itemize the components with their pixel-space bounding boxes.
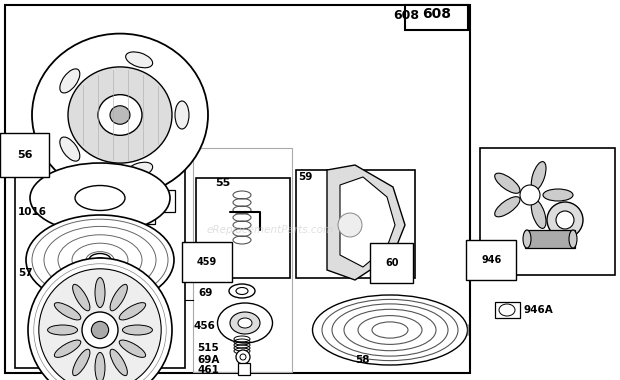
Ellipse shape [229, 284, 255, 298]
Circle shape [547, 202, 583, 238]
Polygon shape [340, 177, 395, 267]
Ellipse shape [60, 137, 80, 161]
Bar [193, 148, 292, 372]
Ellipse shape [531, 162, 546, 190]
Ellipse shape [89, 253, 111, 266]
Circle shape [39, 269, 161, 380]
Ellipse shape [98, 95, 142, 135]
Text: 69: 69 [198, 288, 213, 298]
Bar [525, 230, 575, 248]
Bar [196, 178, 290, 278]
Ellipse shape [218, 303, 273, 343]
Circle shape [236, 350, 250, 364]
Circle shape [338, 213, 362, 237]
Text: 608: 608 [393, 9, 419, 22]
Ellipse shape [312, 295, 467, 365]
Ellipse shape [55, 340, 81, 357]
Text: 461: 461 [197, 365, 219, 375]
Ellipse shape [175, 101, 189, 129]
Bar [296, 170, 415, 278]
Ellipse shape [495, 197, 520, 217]
Ellipse shape [531, 200, 546, 228]
Bar [15, 148, 185, 368]
Bar [85, 196, 155, 224]
Text: 55: 55 [215, 178, 230, 188]
Circle shape [240, 354, 246, 360]
Circle shape [28, 258, 172, 380]
Text: 456: 456 [194, 321, 216, 331]
Bar [150, 190, 175, 212]
Ellipse shape [110, 284, 127, 311]
Ellipse shape [110, 106, 130, 124]
Ellipse shape [68, 67, 172, 163]
Ellipse shape [126, 162, 153, 178]
Ellipse shape [236, 288, 248, 295]
Ellipse shape [96, 258, 104, 263]
Text: 56: 56 [17, 150, 32, 160]
Ellipse shape [499, 304, 515, 316]
Ellipse shape [119, 340, 146, 357]
Text: eReplacementParts.com: eReplacementParts.com [206, 225, 334, 235]
Ellipse shape [32, 33, 208, 196]
Bar [238, 363, 250, 375]
Ellipse shape [543, 189, 573, 201]
Bar [480, 148, 615, 275]
Ellipse shape [495, 173, 520, 193]
Circle shape [73, 196, 83, 206]
Circle shape [157, 196, 167, 206]
Ellipse shape [60, 69, 80, 93]
Ellipse shape [73, 349, 90, 376]
Circle shape [556, 211, 574, 229]
Circle shape [112, 202, 128, 218]
Ellipse shape [230, 312, 260, 334]
Text: 515: 515 [197, 343, 219, 353]
Ellipse shape [122, 325, 153, 335]
Text: 1016: 1016 [18, 207, 47, 217]
Text: 60: 60 [385, 258, 399, 268]
Text: 946A: 946A [524, 305, 554, 315]
Ellipse shape [30, 163, 170, 233]
Circle shape [82, 312, 118, 348]
Ellipse shape [523, 230, 531, 248]
Bar [405, 5, 468, 30]
Circle shape [91, 321, 108, 339]
Text: 57: 57 [18, 268, 33, 278]
Ellipse shape [569, 230, 577, 248]
Bar [65, 190, 90, 212]
Ellipse shape [75, 185, 125, 211]
Text: 608: 608 [422, 7, 451, 21]
Polygon shape [327, 165, 405, 280]
Text: 459: 459 [197, 257, 217, 267]
Ellipse shape [48, 325, 78, 335]
Ellipse shape [73, 284, 90, 311]
Ellipse shape [95, 352, 105, 380]
Ellipse shape [55, 302, 81, 320]
Circle shape [520, 185, 540, 205]
Bar [495, 302, 520, 318]
Text: 59: 59 [298, 172, 312, 182]
Ellipse shape [238, 318, 252, 328]
Ellipse shape [110, 349, 127, 376]
Ellipse shape [95, 277, 105, 307]
Ellipse shape [126, 52, 153, 68]
Text: 69A: 69A [197, 355, 219, 365]
Ellipse shape [26, 215, 174, 305]
Text: 58: 58 [355, 355, 370, 365]
Bar [5, 5, 470, 373]
Text: 946: 946 [481, 255, 501, 265]
Ellipse shape [119, 302, 146, 320]
